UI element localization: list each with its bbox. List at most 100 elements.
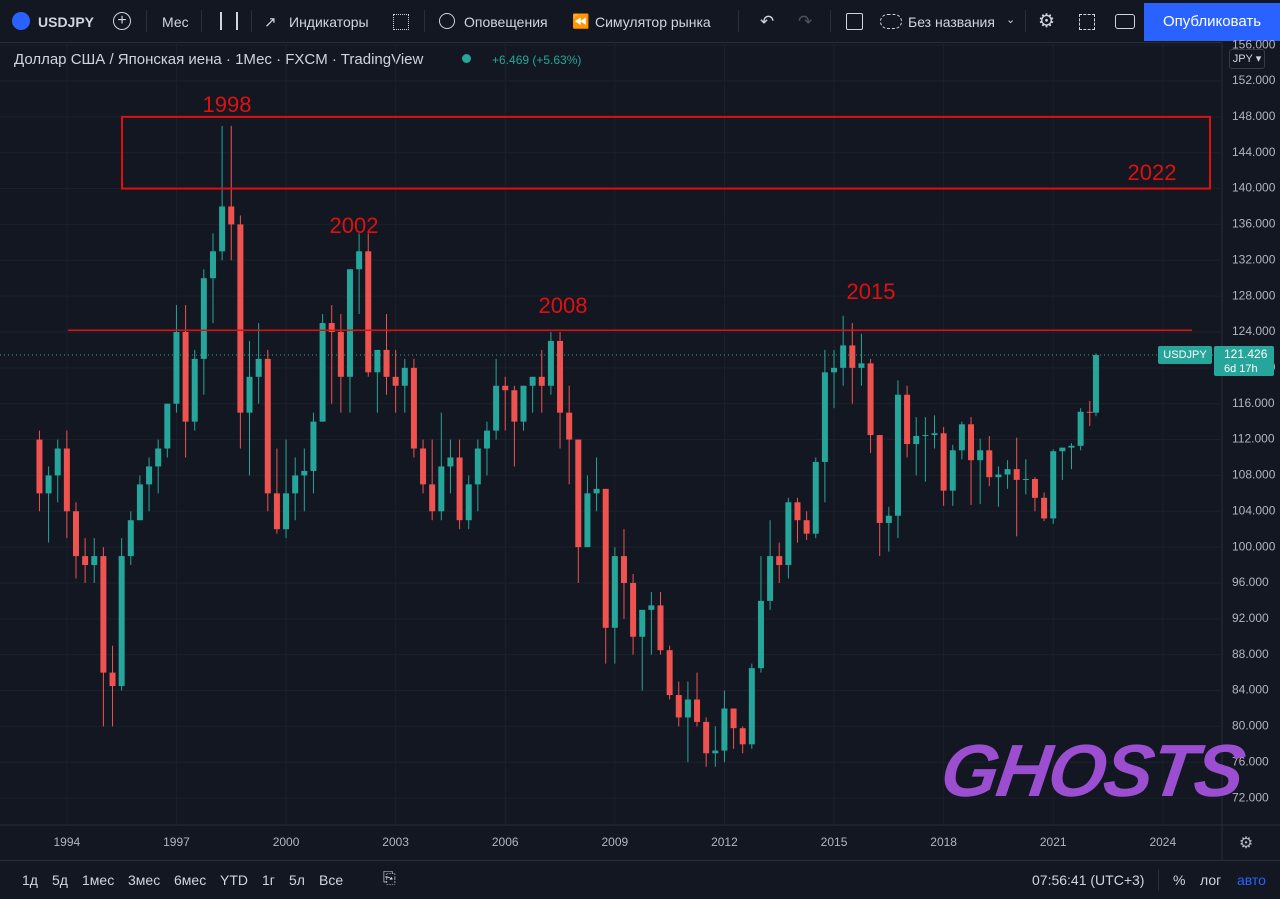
candle-body: [474, 448, 481, 485]
candle-body: [757, 600, 764, 669]
candle-body: [867, 363, 874, 436]
candle-body: [109, 672, 116, 687]
indicators-button[interactable]: Индикаторы: [289, 14, 369, 30]
y-tick-label: 112.000: [1232, 432, 1275, 446]
range-button[interactable]: YTD: [220, 872, 248, 888]
candle-body: [383, 349, 390, 377]
x-tick-label: 2015: [821, 835, 848, 849]
currency-button[interactable]: JPY ▾: [1229, 49, 1265, 69]
range-button[interactable]: 3мес: [128, 872, 161, 888]
candle-body: [1068, 445, 1075, 448]
separator: [1025, 10, 1026, 32]
candle-body: [374, 349, 381, 373]
fullscreen-button[interactable]: [1079, 14, 1095, 30]
compare-button[interactable]: +: [113, 12, 131, 30]
undo-button[interactable]: ↶: [760, 12, 775, 31]
range-button[interactable]: 6мес: [174, 872, 207, 888]
templates-button[interactable]: [393, 14, 409, 30]
publish-button[interactable]: Опубликовать: [1144, 3, 1280, 41]
currency: JPY: [1232, 53, 1253, 65]
range-button[interactable]: Все: [319, 872, 344, 888]
bottom-bar: ⎘ 07:56:41 (UTC+3) % лог авто 1д 5д 1мес 3м…: [0, 860, 1280, 899]
range-button[interactable]: 1мес: [82, 872, 115, 888]
separator: [1158, 869, 1159, 891]
alert-icon: [439, 13, 455, 29]
range-button[interactable]: 5д: [52, 872, 68, 888]
y-tick-label: 116.000: [1232, 396, 1275, 410]
candle-body: [82, 556, 89, 566]
candle-body: [447, 457, 454, 467]
candle-body: [273, 493, 280, 530]
layout-button[interactable]: [846, 13, 863, 30]
percent-toggle[interactable]: %: [1173, 872, 1186, 888]
settings-button[interactable]: ⚙: [1038, 11, 1056, 32]
y-tick-label: 140.000: [1232, 181, 1276, 195]
candle-body: [611, 556, 618, 628]
y-tick-label: 88.000: [1232, 647, 1269, 661]
candle-body: [648, 605, 655, 610]
symbol-tag-label: USDJPY: [1163, 349, 1207, 361]
candle-body: [602, 488, 609, 628]
candle-body: [684, 699, 691, 718]
candle-body: [237, 224, 244, 413]
screenshot-button[interactable]: [1115, 14, 1135, 29]
annotation: 2015: [847, 279, 896, 304]
candle-body: [739, 728, 746, 745]
countdown: 6d 17h: [1224, 363, 1258, 375]
y-tick-label: 136.000: [1232, 217, 1276, 231]
candle-body: [392, 376, 399, 386]
candle-body: [1086, 411, 1093, 413]
y-tick-label: 84.000: [1232, 683, 1269, 697]
layout-dropdown[interactable]: ⌄: [1006, 14, 1016, 26]
candle-body: [620, 556, 627, 583]
x-tick-label: 2012: [711, 835, 738, 849]
candle-body: [1077, 411, 1084, 446]
chart: 72.000 76.000 80.000 84.000 88.000 92.000 96.0…: [0, 37, 1280, 860]
axis-settings: ⚙: [1239, 835, 1253, 852]
status-dot: [462, 54, 471, 63]
candle-body: [858, 363, 865, 368]
candle-body: [840, 345, 847, 368]
candle-body: [301, 470, 308, 476]
range-button[interactable]: 1д: [22, 872, 38, 888]
interval[interactable]: Мес: [162, 14, 189, 30]
layout-name[interactable]: Без названия: [908, 14, 995, 30]
candle-body: [986, 450, 993, 478]
range-button[interactable]: 5л: [289, 872, 305, 888]
candle-body: [328, 323, 335, 332]
candle-body: [675, 695, 682, 718]
redo-button[interactable]: ↷: [798, 12, 813, 31]
y-tick-label: 144.000: [1232, 145, 1276, 159]
symbol[interactable]: USDJPY: [38, 14, 95, 30]
candle-body: [191, 358, 198, 422]
candle-body: [1041, 497, 1048, 519]
candle-body: [511, 390, 518, 422]
price-tag-label: 121.426: [1224, 347, 1268, 361]
auto-toggle[interactable]: авто: [1237, 872, 1266, 888]
annotation: 1998: [203, 92, 252, 117]
x-tick-label: 2000: [273, 835, 300, 849]
candle-body: [977, 450, 984, 461]
replay-button[interactable]: Симулятор рынка: [595, 14, 711, 30]
candle-body: [593, 488, 600, 494]
chart-type-button[interactable]: [220, 12, 238, 30]
y-tick-label: 128.000: [1232, 288, 1276, 302]
candle-body: [776, 556, 783, 566]
candle-body: [136, 484, 143, 521]
candle-body: [812, 461, 819, 534]
candle-body: [465, 484, 472, 521]
range-button[interactable]: 1г: [262, 872, 275, 888]
candle-body: [127, 520, 134, 557]
alerts-button[interactable]: Оповещения: [464, 14, 548, 30]
candle-body: [438, 466, 445, 512]
candle-body: [968, 424, 975, 461]
symbol-tag: [1158, 346, 1212, 365]
candle-body: [72, 511, 79, 557]
date-range-button[interactable]: ⎘: [383, 870, 396, 887]
log-toggle[interactable]: лог: [1200, 872, 1222, 888]
candle-body: [885, 515, 892, 523]
candle-body: [949, 450, 956, 491]
x-tick-label: 2018: [930, 835, 957, 849]
candle-body: [219, 206, 226, 252]
